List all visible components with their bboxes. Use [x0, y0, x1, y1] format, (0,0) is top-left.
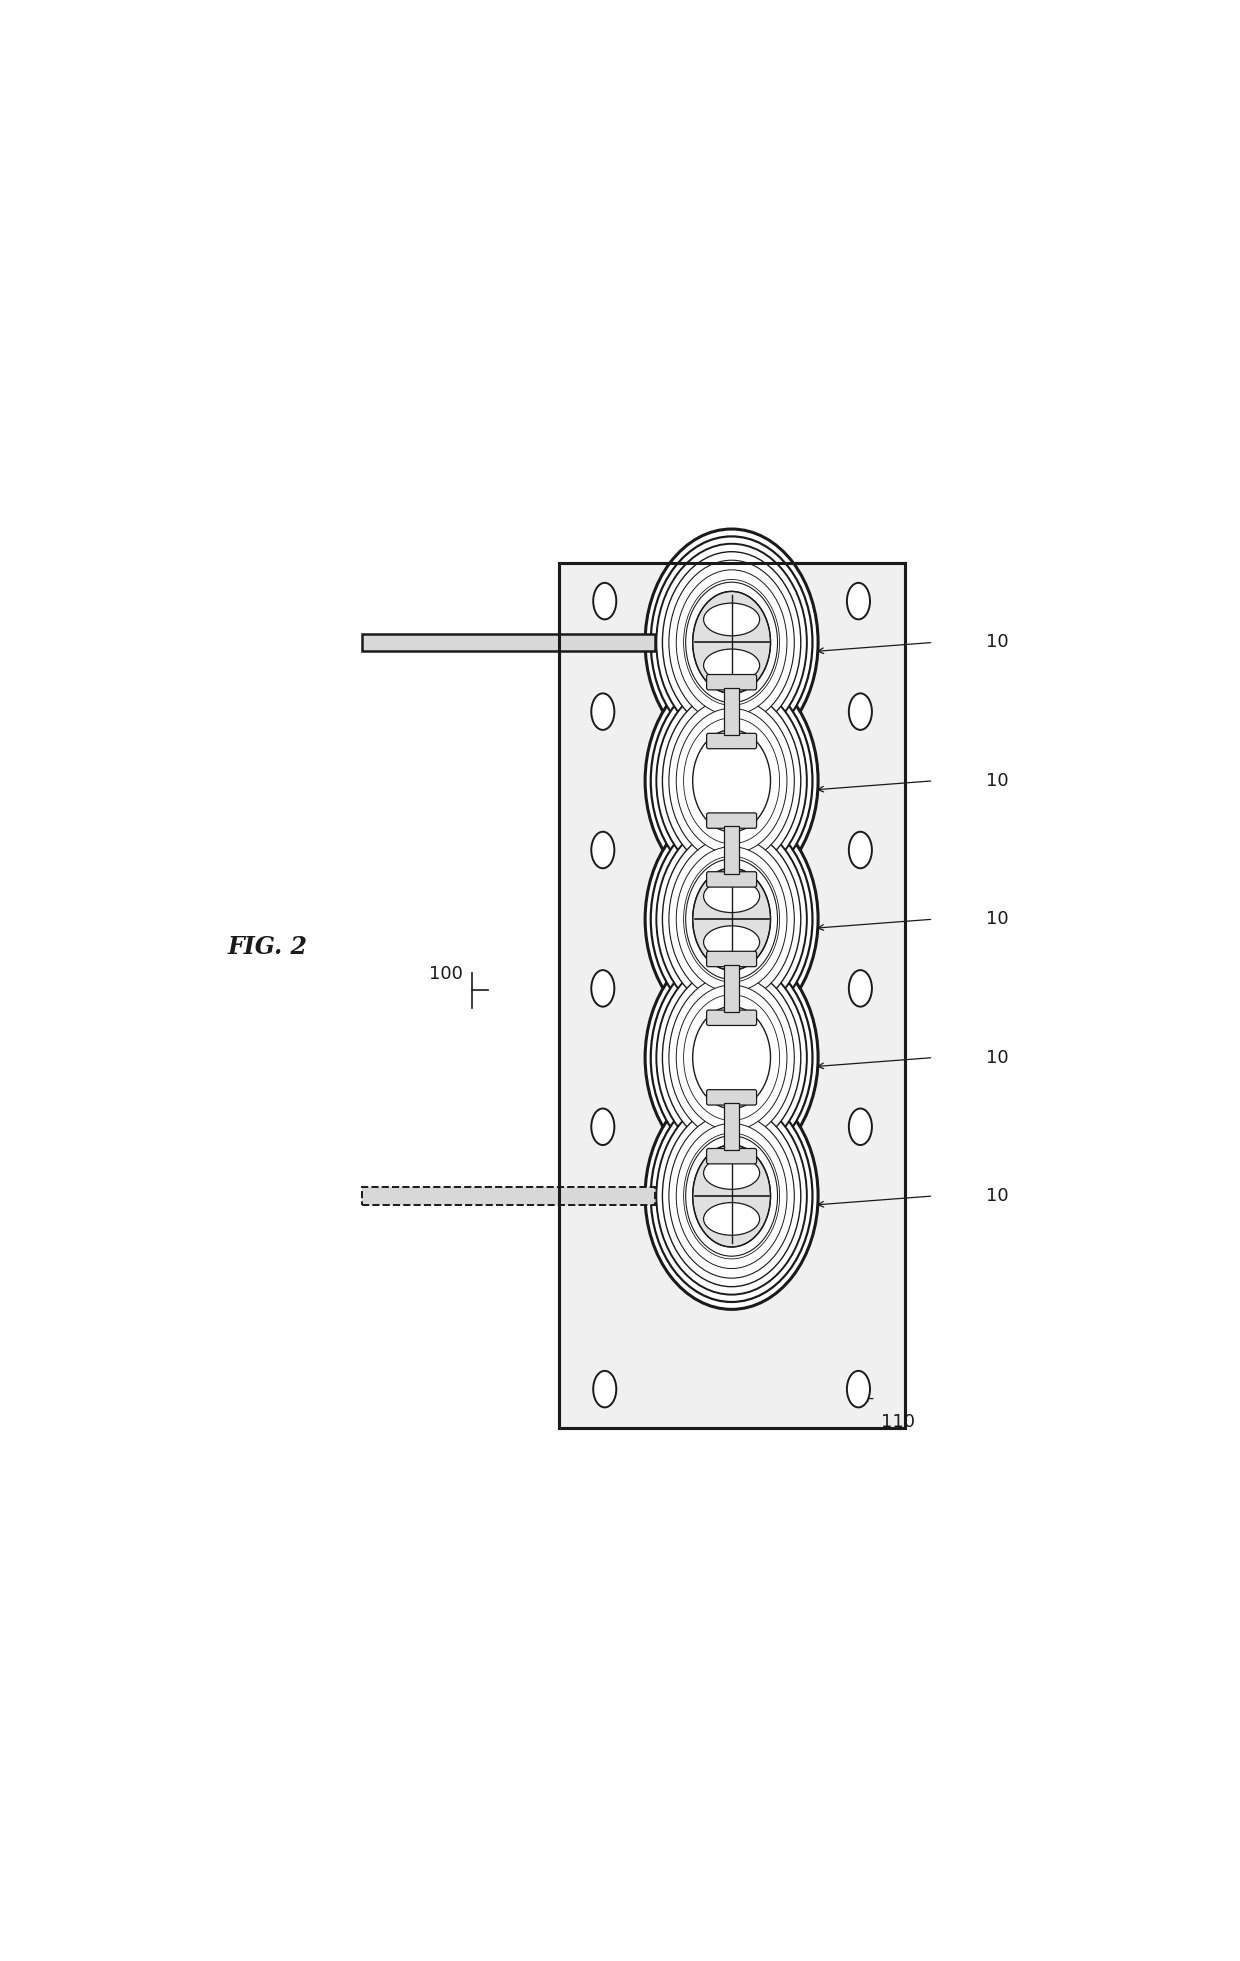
- FancyBboxPatch shape: [707, 675, 756, 690]
- Ellipse shape: [645, 667, 818, 894]
- Bar: [724, 826, 739, 875]
- Ellipse shape: [676, 708, 787, 853]
- Ellipse shape: [593, 582, 616, 620]
- Bar: [362, 633, 656, 651]
- Text: 10: 10: [986, 1186, 1009, 1204]
- Ellipse shape: [591, 1108, 614, 1145]
- Ellipse shape: [849, 694, 872, 729]
- Ellipse shape: [656, 959, 807, 1157]
- Ellipse shape: [683, 994, 780, 1120]
- Ellipse shape: [591, 971, 614, 1006]
- Ellipse shape: [676, 1124, 787, 1269]
- Ellipse shape: [703, 880, 760, 912]
- Ellipse shape: [683, 1133, 780, 1259]
- Ellipse shape: [651, 537, 812, 749]
- Ellipse shape: [703, 604, 760, 635]
- Bar: [724, 1104, 739, 1151]
- Ellipse shape: [656, 820, 807, 1018]
- Text: 10: 10: [986, 633, 1009, 651]
- FancyBboxPatch shape: [707, 951, 756, 967]
- Ellipse shape: [693, 729, 770, 831]
- Ellipse shape: [703, 1202, 760, 1235]
- Text: 10: 10: [986, 773, 1009, 790]
- Ellipse shape: [645, 806, 818, 1033]
- Ellipse shape: [849, 1108, 872, 1145]
- Ellipse shape: [593, 1371, 616, 1408]
- FancyBboxPatch shape: [707, 873, 756, 886]
- Ellipse shape: [651, 951, 812, 1163]
- Ellipse shape: [662, 967, 801, 1149]
- Ellipse shape: [668, 561, 795, 726]
- Ellipse shape: [591, 831, 614, 869]
- Bar: [724, 965, 739, 1012]
- FancyBboxPatch shape: [707, 814, 756, 828]
- FancyBboxPatch shape: [707, 1010, 756, 1026]
- Ellipse shape: [676, 984, 787, 1130]
- Bar: [558, 563, 905, 1428]
- Ellipse shape: [645, 943, 818, 1171]
- FancyBboxPatch shape: [707, 1090, 756, 1106]
- Ellipse shape: [693, 1145, 770, 1247]
- Ellipse shape: [703, 1157, 760, 1188]
- Ellipse shape: [703, 926, 760, 959]
- Ellipse shape: [662, 1106, 801, 1286]
- Ellipse shape: [645, 1082, 818, 1310]
- Ellipse shape: [693, 869, 770, 971]
- Ellipse shape: [683, 580, 780, 706]
- Ellipse shape: [662, 690, 801, 871]
- Ellipse shape: [849, 831, 872, 869]
- Ellipse shape: [591, 694, 614, 729]
- FancyBboxPatch shape: [707, 733, 756, 749]
- Ellipse shape: [847, 582, 870, 620]
- Ellipse shape: [656, 682, 807, 879]
- Bar: [362, 1186, 656, 1204]
- Ellipse shape: [656, 543, 807, 741]
- Ellipse shape: [651, 675, 812, 886]
- Ellipse shape: [662, 551, 801, 733]
- Text: FIG. 2: FIG. 2: [227, 935, 308, 959]
- Ellipse shape: [656, 1098, 807, 1294]
- Ellipse shape: [703, 649, 760, 682]
- Ellipse shape: [651, 1090, 812, 1302]
- Ellipse shape: [676, 847, 787, 992]
- Ellipse shape: [683, 718, 780, 843]
- Text: 10: 10: [986, 910, 1009, 928]
- Ellipse shape: [651, 814, 812, 1026]
- Ellipse shape: [645, 529, 818, 755]
- Text: 110: 110: [880, 1414, 915, 1432]
- Ellipse shape: [668, 975, 795, 1139]
- Bar: [724, 688, 739, 735]
- Ellipse shape: [668, 1114, 795, 1279]
- Ellipse shape: [668, 698, 795, 863]
- Ellipse shape: [849, 971, 872, 1006]
- Ellipse shape: [683, 857, 780, 982]
- FancyBboxPatch shape: [707, 1149, 756, 1165]
- Ellipse shape: [847, 1371, 870, 1408]
- Text: 10: 10: [986, 1049, 1009, 1067]
- Ellipse shape: [662, 828, 801, 1010]
- Ellipse shape: [693, 1006, 770, 1108]
- Ellipse shape: [668, 837, 795, 1002]
- Bar: [558, 563, 905, 1428]
- Ellipse shape: [676, 571, 787, 716]
- Text: 100: 100: [429, 965, 463, 982]
- Ellipse shape: [693, 592, 770, 694]
